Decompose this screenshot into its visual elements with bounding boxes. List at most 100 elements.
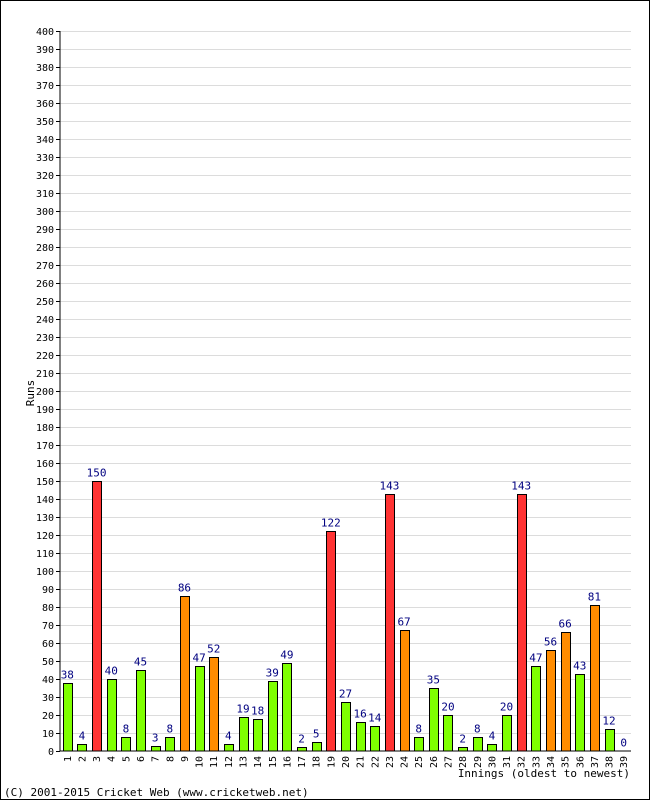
bar [209,657,219,752]
y-tick-label: 350 [36,117,54,128]
x-tick-label: 12 [224,756,235,768]
y-tick-label: 290 [36,225,54,236]
y-tick-label: 260 [36,279,54,290]
bar [107,679,117,752]
y-tick-label: 330 [36,153,54,164]
data-label: 16 [354,708,367,721]
y-tick-label: 140 [36,495,54,506]
y-tick-label: 170 [36,441,54,452]
x-tick-label: 37 [590,756,601,768]
x-tick-label: 5 [121,756,132,762]
y-tick-label: 10 [42,729,54,740]
bar [268,681,278,752]
data-label: 56 [544,636,557,649]
data-label: 35 [427,674,440,687]
data-label: 19 [236,703,249,716]
x-tick-label: 39 [619,756,630,768]
bar [224,744,234,752]
y-tick-label: 50 [42,657,54,668]
y-tick-label: 240 [36,315,54,326]
x-tick-label: 11 [209,756,220,768]
data-label: 143 [511,480,531,493]
y-tick-label: 180 [36,423,54,434]
bar [77,744,87,752]
grid-layer [60,31,631,734]
bar [458,747,468,752]
bar [385,494,395,752]
data-label: 4 [489,730,496,743]
bar [282,663,292,752]
x-tick-label: 2 [77,756,88,762]
data-label: 150 [87,467,107,480]
data-label: 45 [134,656,147,669]
x-tick-label: 1 [63,756,74,762]
data-label: 39 [266,667,279,680]
y-tick-label: 360 [36,99,54,110]
bar [195,666,205,752]
y-tick-label: 160 [36,459,54,470]
data-label: 47 [192,652,205,665]
x-tick-label: 3 [92,756,103,762]
label-layer: 0102030405060708090100110120130140150160… [36,27,630,768]
x-tick-label: 13 [239,756,250,768]
data-label: 38 [61,669,74,682]
y-tick-label: 90 [42,585,54,596]
data-label: 47 [529,652,542,665]
y-tick-label: 30 [42,693,54,704]
bar [253,719,263,752]
axis-layer [56,31,631,752]
data-label: 12 [602,715,615,728]
copyright-footer: (C) 2001-2015 Cricket Web (www.cricketwe… [4,786,309,799]
x-tick-label: 19 [326,756,337,768]
x-tick-label: 6 [136,756,147,762]
y-tick-label: 390 [36,45,54,56]
bar-layer [63,481,615,752]
bar [443,715,453,752]
x-tick-label: 8 [165,756,176,762]
x-tick-label: 20 [341,756,352,768]
data-label: 8 [123,723,130,736]
bar [121,737,131,752]
data-label: 14 [368,712,382,725]
y-tick-label: 270 [36,261,54,272]
x-tick-label: 35 [561,756,572,768]
y-tick-label: 230 [36,333,54,344]
data-label: 122 [321,517,341,530]
data-label: 20 [500,701,513,714]
data-label: 2 [298,733,305,746]
bar [414,737,424,752]
y-tick-label: 320 [36,171,54,182]
bar [590,605,600,752]
data-label: 0 [620,737,627,750]
x-tick-label: 28 [458,756,469,768]
bar [297,747,307,752]
data-label: 67 [397,616,410,629]
bar [546,650,556,752]
x-tick-label: 22 [370,756,381,768]
x-tick-label: 38 [605,756,616,768]
bar [517,494,527,752]
bar [136,670,146,752]
y-tick-label: 370 [36,81,54,92]
x-tick-label: 14 [253,756,264,768]
data-label: 8 [474,723,481,736]
x-tick-label: 26 [429,756,440,768]
bar [487,744,497,752]
y-tick-label: 340 [36,135,54,146]
x-tick-label: 24 [400,756,411,768]
y-tick-label: 60 [42,639,54,650]
bar [356,722,366,752]
x-tick-label: 10 [195,756,206,768]
bar [312,742,322,752]
x-tick-label: 15 [268,756,279,768]
x-tick-label: 36 [575,756,586,768]
y-tick-label: 80 [42,603,54,614]
bar [502,715,512,752]
y-tick-label: 120 [36,531,54,542]
y-tick-label: 300 [36,207,54,218]
x-tick-label: 18 [312,756,323,768]
x-tick-label: 32 [517,756,528,768]
bar [400,630,410,752]
y-tick-label: 130 [36,513,54,524]
data-label: 27 [339,688,352,701]
